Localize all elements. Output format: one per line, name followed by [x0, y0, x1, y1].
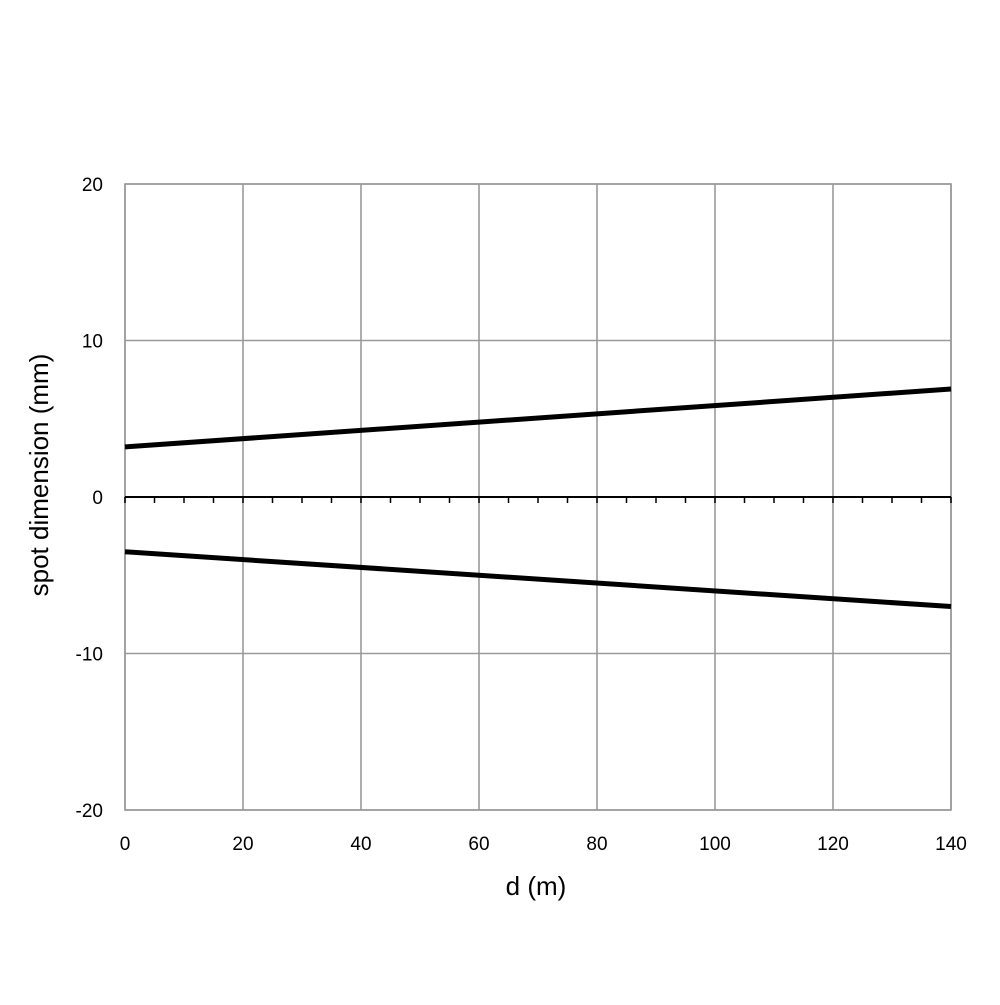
x-tick-label: 0	[120, 834, 131, 855]
zero-axis	[124, 496, 952, 503]
x-tick-label: 100	[699, 834, 731, 855]
x-tick-label: 20	[232, 834, 253, 855]
x-tick-label: 120	[817, 834, 849, 855]
x-tick-label: 80	[586, 834, 607, 855]
y-tick-label: 20	[82, 175, 103, 196]
lower-boundary-line	[124, 549, 952, 610]
x-tick-labels: 0 20 40 60 80 100 120 140	[120, 834, 967, 855]
y-tick-label: 10	[82, 332, 103, 353]
x-tick-label: 60	[468, 834, 489, 855]
upper-boundary-line	[124, 386, 952, 450]
y-tick-label: -20	[76, 801, 103, 822]
y-tick-labels: 20 10 0 -10 -20	[76, 175, 103, 822]
y-axis-title: spot dimension (mm)	[24, 354, 54, 597]
x-tick-label: 140	[935, 834, 967, 855]
x-axis-title: d (m)	[506, 871, 567, 901]
x-tick-label: 40	[350, 834, 371, 855]
y-tick-label: 0	[92, 488, 103, 509]
series	[124, 386, 952, 610]
y-tick-label: -10	[76, 645, 103, 666]
